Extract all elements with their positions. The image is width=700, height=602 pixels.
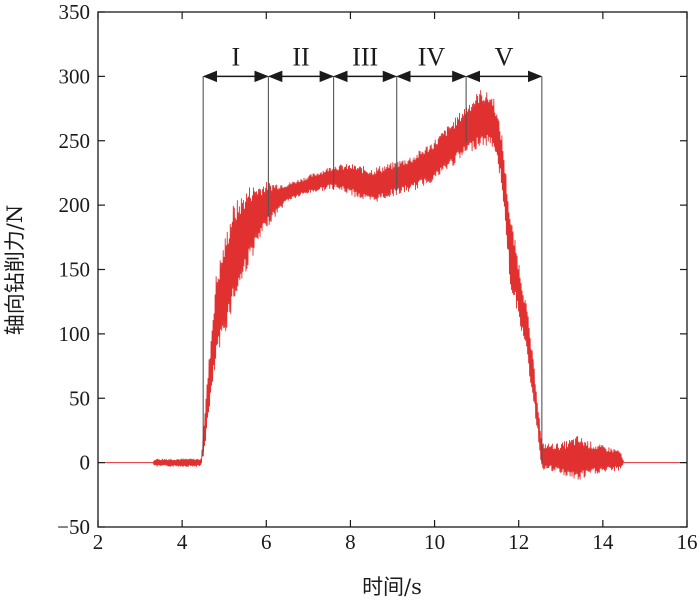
- x-tick-label: 4: [177, 530, 188, 554]
- y-tick-label: 200: [59, 193, 91, 217]
- y-axis-label: 轴向钻削力/N: [3, 205, 27, 335]
- x-tick-label: 10: [424, 530, 445, 554]
- y-tick-label: 50: [69, 386, 90, 410]
- phase-label: IV: [418, 42, 446, 71]
- y-tick-label: 250: [59, 129, 91, 153]
- x-tick-label: 6: [261, 530, 272, 554]
- x-tick-label: 8: [345, 530, 356, 554]
- force-signal-line: [98, 90, 687, 480]
- y-tick-label: 100: [59, 322, 91, 346]
- phase-annotations: I II III IV V: [202, 42, 543, 463]
- phase-label: I: [231, 42, 240, 71]
- phase-label: V: [495, 42, 514, 71]
- x-tick-label: 16: [677, 530, 698, 554]
- y-tick-label: 150: [59, 258, 91, 282]
- x-tick-label: 14: [592, 530, 614, 554]
- x-axis-label: 时间/s: [362, 575, 422, 599]
- x-tick-label: 2: [93, 530, 104, 554]
- axis-ticks: 2 4 6 8 10 12 14 16 −50 0 50 100 150 200 250 300 350: [57, 0, 697, 554]
- x-tick-label: 12: [508, 530, 529, 554]
- phase-label: II: [292, 42, 309, 71]
- y-tick-label: 0: [80, 451, 91, 475]
- y-tick-label: 300: [59, 64, 91, 88]
- signal-layer: [98, 90, 687, 480]
- phase-label: III: [352, 42, 378, 71]
- y-tick-label: 350: [59, 0, 91, 24]
- y-tick-label: −50: [57, 515, 90, 539]
